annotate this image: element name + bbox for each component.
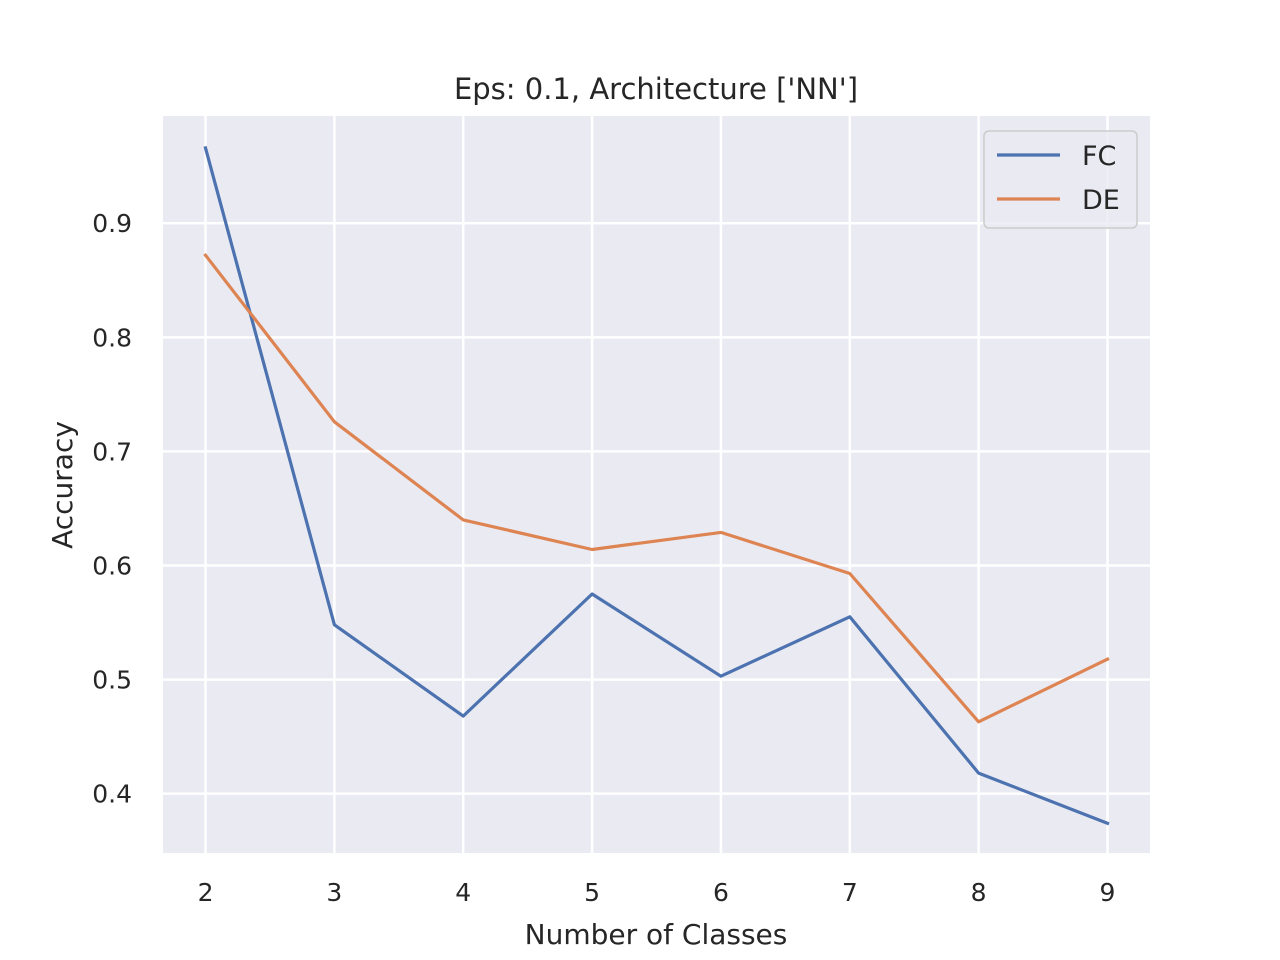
chart-title: Eps: 0.1, Architecture ['NN'] bbox=[454, 72, 858, 106]
legend-de-label: DE bbox=[1082, 185, 1120, 216]
legend: FC DE bbox=[983, 130, 1138, 229]
x-tick-labels: 2 3 4 5 6 7 8 9 bbox=[198, 878, 1116, 907]
x-gridlines bbox=[204, 116, 1109, 853]
x-tick-label: 4 bbox=[455, 878, 471, 907]
plot-area bbox=[163, 116, 1150, 853]
x-tick-label: 3 bbox=[326, 878, 342, 907]
series-line-de bbox=[203, 252, 1110, 724]
x-tick-label: 9 bbox=[1100, 878, 1116, 907]
y-gridlines bbox=[163, 221, 1150, 795]
x-tick-label: 6 bbox=[713, 878, 729, 907]
y-tick-label: 0.6 bbox=[92, 552, 132, 581]
series-lines bbox=[203, 145, 1110, 826]
x-tick-label: 8 bbox=[971, 878, 987, 907]
y-tick-label: 0.9 bbox=[92, 209, 132, 238]
y-tick-label: 0.5 bbox=[92, 666, 132, 695]
x-tick-label: 2 bbox=[198, 878, 214, 907]
x-axis-label: Number of Classes bbox=[525, 918, 788, 951]
series-line-fc bbox=[203, 145, 1110, 826]
y-tick-labels: 0.4 0.5 0.6 0.7 0.8 0.9 bbox=[92, 209, 132, 808]
y-tick-label: 0.4 bbox=[92, 780, 132, 809]
x-tick-label: 5 bbox=[584, 878, 600, 907]
y-tick-label: 0.8 bbox=[92, 323, 132, 352]
legend-fc-label: FC bbox=[1082, 141, 1116, 172]
x-tick-label: 7 bbox=[842, 878, 858, 907]
y-axis-label: Accuracy bbox=[46, 421, 79, 549]
y-tick-label: 0.7 bbox=[92, 437, 132, 466]
